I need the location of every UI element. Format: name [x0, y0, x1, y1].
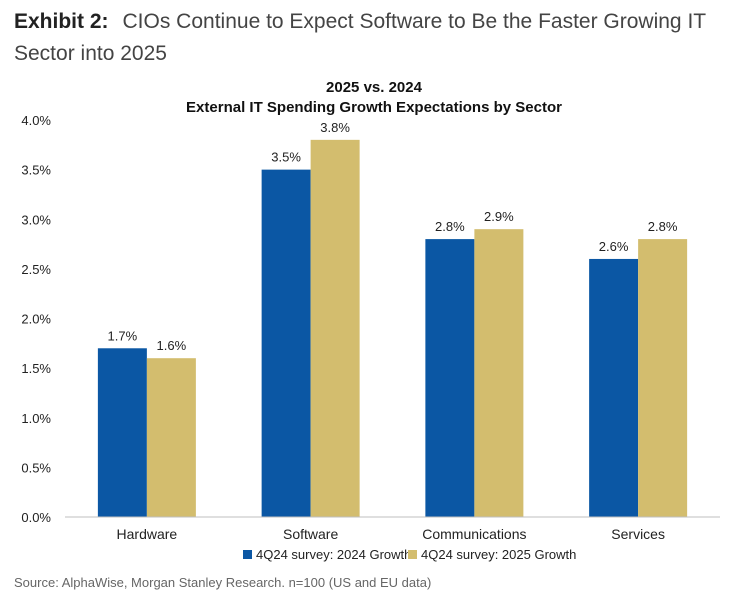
y-tick-label: 0.0% [21, 510, 51, 525]
legend-label: 4Q24 survey: 2025 Growth [421, 547, 576, 562]
legend-swatch-series-2 [408, 550, 417, 559]
exhibit-header: Exhibit 2: CIOs Continue to Expect Softwa… [14, 6, 734, 70]
legend: 4Q24 survey: 2024 Growth 4Q24 survey: 202… [243, 547, 576, 562]
bar-value-label: 2.8% [648, 219, 678, 234]
y-tick-label: 3.0% [21, 212, 51, 227]
bar-value-label: 3.8% [320, 120, 350, 135]
x-axis: Hardware Software Communications Services [65, 516, 720, 542]
y-axis: 0.0% 0.5% 1.0% 1.5% 2.0% 2.5% 3.0% 3.5% 4.0% [21, 113, 51, 525]
bar-value-label: 3.5% [271, 150, 301, 165]
bar-software-series-2 [310, 139, 360, 517]
bar-communications-series-2 [474, 229, 524, 518]
bar-services-series-2 [638, 239, 688, 517]
chart-title: 2025 vs. 2024 [326, 79, 423, 96]
legend-label: 4Q24 survey: 2024 Growth [256, 547, 411, 562]
bar-value-label: 2.6% [599, 239, 629, 254]
y-tick-label: 1.5% [21, 361, 51, 376]
x-tick-label: Services [611, 526, 665, 542]
y-tick-label: 1.0% [21, 411, 51, 426]
y-tick-label: 3.5% [21, 163, 51, 178]
bars-group: 1.7% 1.6% 3.5% 3.8% 2.8% 2.9% 2.6% 2.8% [97, 120, 688, 518]
y-tick-label: 2.0% [21, 312, 51, 327]
y-tick-label: 4.0% [21, 113, 51, 128]
bar-value-label: 2.9% [484, 209, 514, 224]
bar-value-label: 1.6% [157, 338, 187, 353]
bar-value-label: 2.8% [435, 219, 465, 234]
exhibit-label: Exhibit 2: [14, 10, 109, 33]
bar-services-series-1 [589, 258, 639, 517]
x-tick-label: Hardware [117, 526, 178, 542]
exhibit-headline: CIOs Continue to Expect Software to Be t… [14, 10, 706, 65]
legend-swatch-series-1 [243, 550, 252, 559]
y-tick-label: 2.5% [21, 262, 51, 277]
bar-hardware-series-1 [97, 348, 147, 517]
bar-communications-series-1 [425, 239, 475, 517]
y-tick-label: 0.5% [21, 460, 51, 475]
chart-subtitle: External IT Spending Growth Expectations… [186, 99, 562, 116]
bar-hardware-series-2 [146, 358, 196, 517]
bar-value-label: 1.7% [108, 328, 138, 343]
source-note: Source: AlphaWise, Morgan Stanley Resear… [14, 575, 432, 590]
x-tick-label: Software [283, 526, 338, 542]
bar-software-series-1 [261, 169, 311, 517]
x-tick-label: Communications [422, 526, 526, 542]
